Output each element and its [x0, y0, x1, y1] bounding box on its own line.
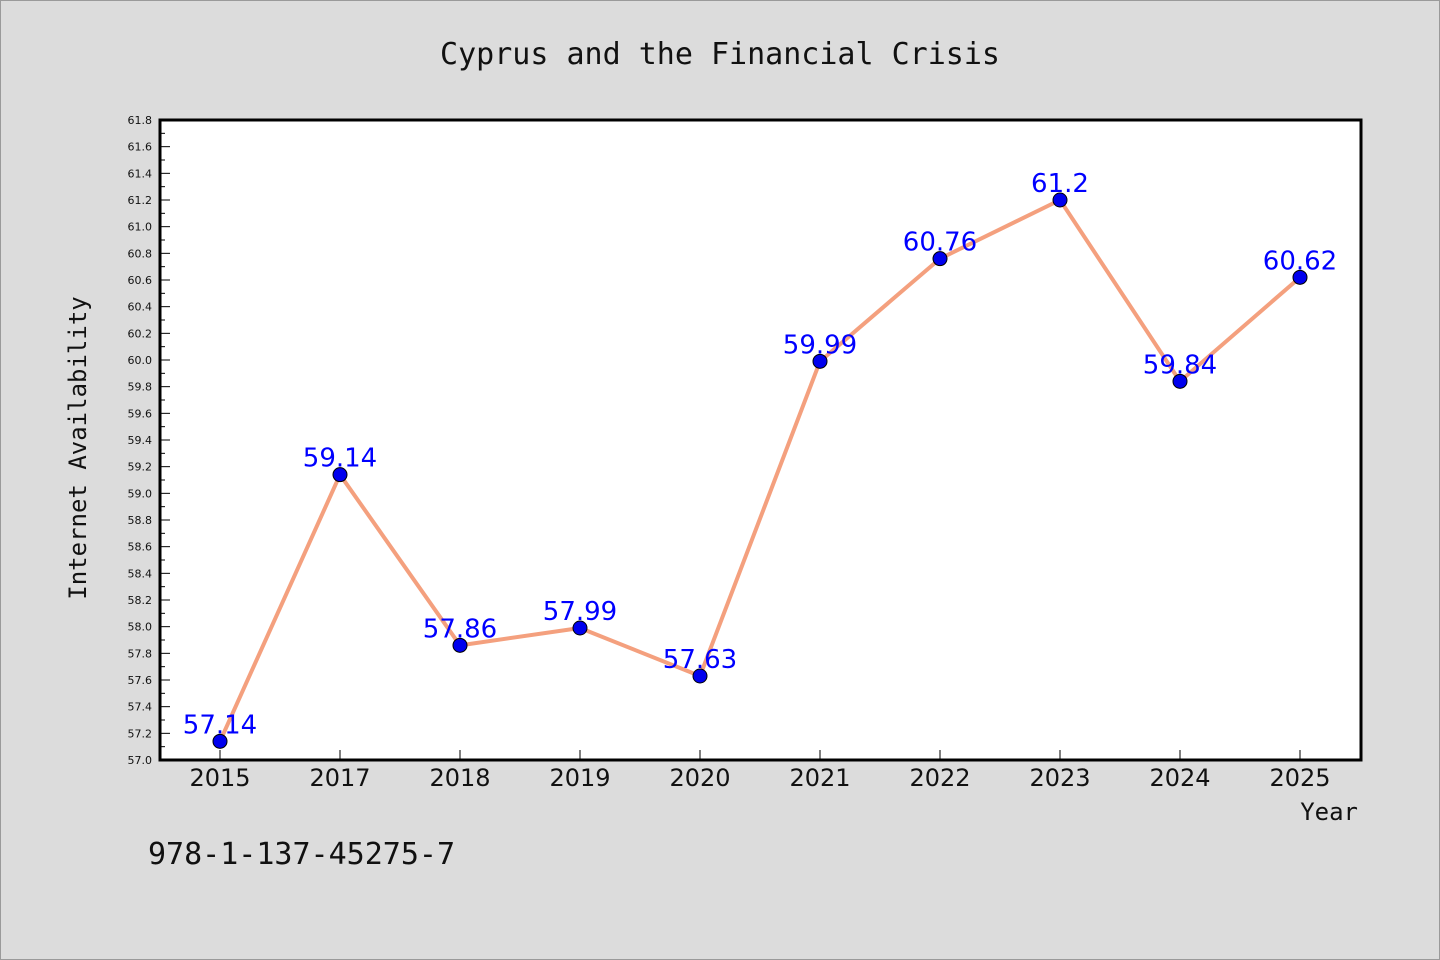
y-tick-label: 59.8 — [128, 381, 153, 394]
chart-title: Cyprus and the Financial Crisis — [440, 37, 1000, 72]
y-tick-label: 61.2 — [128, 194, 153, 207]
y-tick-label: 58.0 — [128, 621, 153, 634]
y-tick-label: 59.6 — [128, 407, 153, 420]
x-tick-label: 2018 — [429, 764, 490, 792]
data-point — [692, 668, 708, 684]
data-point — [932, 251, 948, 267]
x-axis: 2015 2017 2018 2019 2020 2021 2022 2023 2024 2025 — [189, 750, 1331, 792]
y-tick-label: 58.8 — [128, 514, 153, 527]
y-tick-label: 58.6 — [128, 541, 153, 554]
series-line-group — [212, 192, 1308, 749]
y-tick-label: 61.0 — [128, 221, 153, 234]
y-tick-label: 58.2 — [128, 594, 153, 607]
y-tick-label: 60.8 — [128, 247, 153, 260]
data-point — [812, 353, 828, 369]
x-tick-label: 2024 — [1149, 764, 1210, 792]
data-label: 57.63 — [663, 645, 737, 675]
x-tick-label: 2019 — [549, 764, 610, 792]
data-point — [212, 733, 228, 749]
x-tick-label: 2017 — [309, 764, 370, 792]
y-tick-label: 60.2 — [128, 327, 153, 340]
plot-area — [158, 118, 1363, 762]
x-tick-label: 2015 — [189, 764, 250, 792]
data-point — [572, 620, 588, 636]
y-tick-label: 60.0 — [128, 354, 153, 367]
y-tick-label: 57.0 — [128, 754, 153, 767]
data-label: 59.14 — [303, 444, 377, 474]
data-label: 59.84 — [1143, 350, 1217, 380]
y-tick-label: 61.6 — [128, 141, 153, 154]
data-point — [332, 467, 348, 483]
data-point — [1292, 269, 1308, 285]
data-label-group: 57.14 59.14 57.86 57.99 57.63 59.99 60.76 61.2 5… — [183, 169, 1337, 740]
data-point — [1172, 373, 1188, 389]
y-tick-label: 61.4 — [128, 167, 153, 180]
y-tick-label: 58.4 — [128, 567, 153, 580]
data-label: 59.99 — [783, 330, 857, 360]
x-tick-label: 2020 — [669, 764, 730, 792]
y-tick-label: 57.8 — [128, 647, 153, 660]
x-tick-label: 2025 — [1269, 764, 1330, 792]
y-tick-label: 60.6 — [128, 274, 153, 287]
x-tick-label: 2021 — [789, 764, 850, 792]
data-point — [452, 637, 468, 653]
data-label: 61.2 — [1031, 169, 1089, 199]
y-tick-label: 59.4 — [128, 434, 153, 447]
data-label: 60.76 — [903, 228, 977, 258]
y-axis: 57.0 57.2 57.4 57.6 57.8 58.0 58.2 58.4 58.6 58.8… — [128, 114, 170, 767]
y-tick-label: 57.6 — [128, 674, 153, 687]
x-tick-label: 2023 — [1029, 764, 1090, 792]
data-label: 57.14 — [183, 710, 257, 740]
y-tick-label: 59.0 — [128, 487, 153, 500]
y-tick-label: 61.8 — [128, 114, 153, 127]
data-point — [1052, 192, 1068, 208]
y-tick-label: 60.4 — [128, 301, 153, 314]
x-axis-title: Year — [1300, 798, 1358, 826]
x-tick-label: 2022 — [909, 764, 970, 792]
y-axis-title: Internet Availability — [64, 296, 92, 599]
data-label: 60.62 — [1263, 246, 1337, 276]
isbn-annotation: 978-1-137-45275-7 — [148, 837, 455, 872]
y-tick-label: 57.4 — [128, 701, 153, 714]
data-label: 57.99 — [543, 597, 617, 627]
series-line — [218, 198, 1302, 743]
data-label: 57.86 — [423, 614, 497, 644]
y-tick-label: 57.2 — [128, 727, 153, 740]
y-tick-label: 59.2 — [128, 461, 153, 474]
